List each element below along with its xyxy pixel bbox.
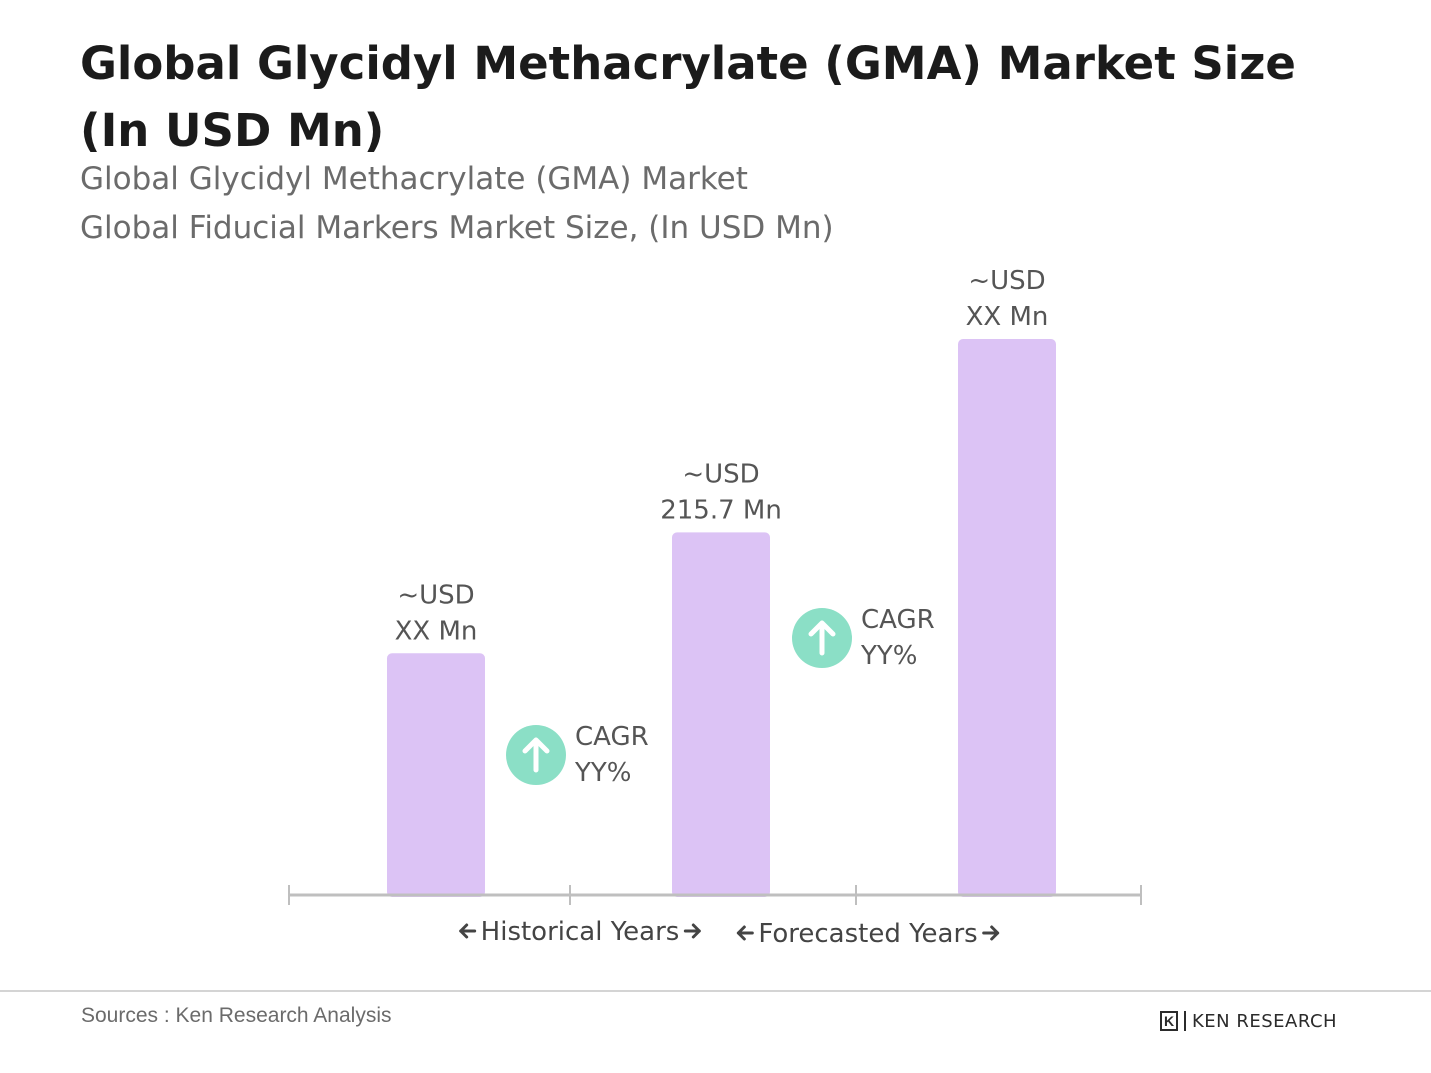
cagr-1-value: YY%	[574, 758, 631, 788]
bar-3-value-label: XX Mn	[966, 302, 1049, 332]
bar-3	[958, 339, 1056, 897]
chart-title: Global Glycidyl Methacrylate (GMA) Marke…	[80, 37, 1296, 157]
bar-3-label-prefix: ~USD	[968, 266, 1045, 296]
bar-1-label-prefix: ~USD	[397, 580, 474, 610]
cagr-2-label: CAGR	[861, 605, 935, 635]
logo-text: KEN RESEARCH	[1192, 1010, 1338, 1032]
cagr-2-value: YY%	[860, 641, 917, 671]
arrow-right-icon	[683, 923, 701, 939]
chart-subtitle-2: Global Fiducial Markers Market Size, (In…	[80, 210, 834, 246]
arrow-right-icon	[982, 925, 1000, 941]
arrow-up-icon	[522, 737, 550, 773]
logo-mark-icon: K	[1160, 1011, 1178, 1031]
arrow-left-icon	[459, 923, 477, 939]
arrow-up-icon	[808, 620, 836, 656]
bar-chart: ~USD XX Mn ~USD 215.7 Mn ~USD XX Mn CAGR YY% CAG…	[288, 266, 1142, 949]
ken-research-logo: K KEN RESEARCH	[1160, 1008, 1337, 1034]
period-label-1: Historical Years	[481, 917, 680, 947]
footer-divider	[0, 990, 1431, 992]
arrow-left-icon	[736, 925, 754, 941]
logo-separator	[1184, 1011, 1186, 1031]
cagr-1-label: CAGR	[575, 722, 649, 752]
bar-2	[672, 532, 770, 897]
bar-1-value-label: XX Mn	[395, 616, 478, 646]
period-label-2: Forecasted Years	[758, 919, 977, 949]
bar-2-label-prefix: ~USD	[682, 459, 759, 489]
sources-note: Sources : Ken Research Analysis	[81, 1004, 392, 1027]
chart-subtitle-1: Global Glycidyl Methacrylate (GMA) Marke…	[80, 161, 748, 197]
bar-2-value-label: 215.7 Mn	[660, 495, 782, 525]
bar-1	[387, 653, 485, 897]
